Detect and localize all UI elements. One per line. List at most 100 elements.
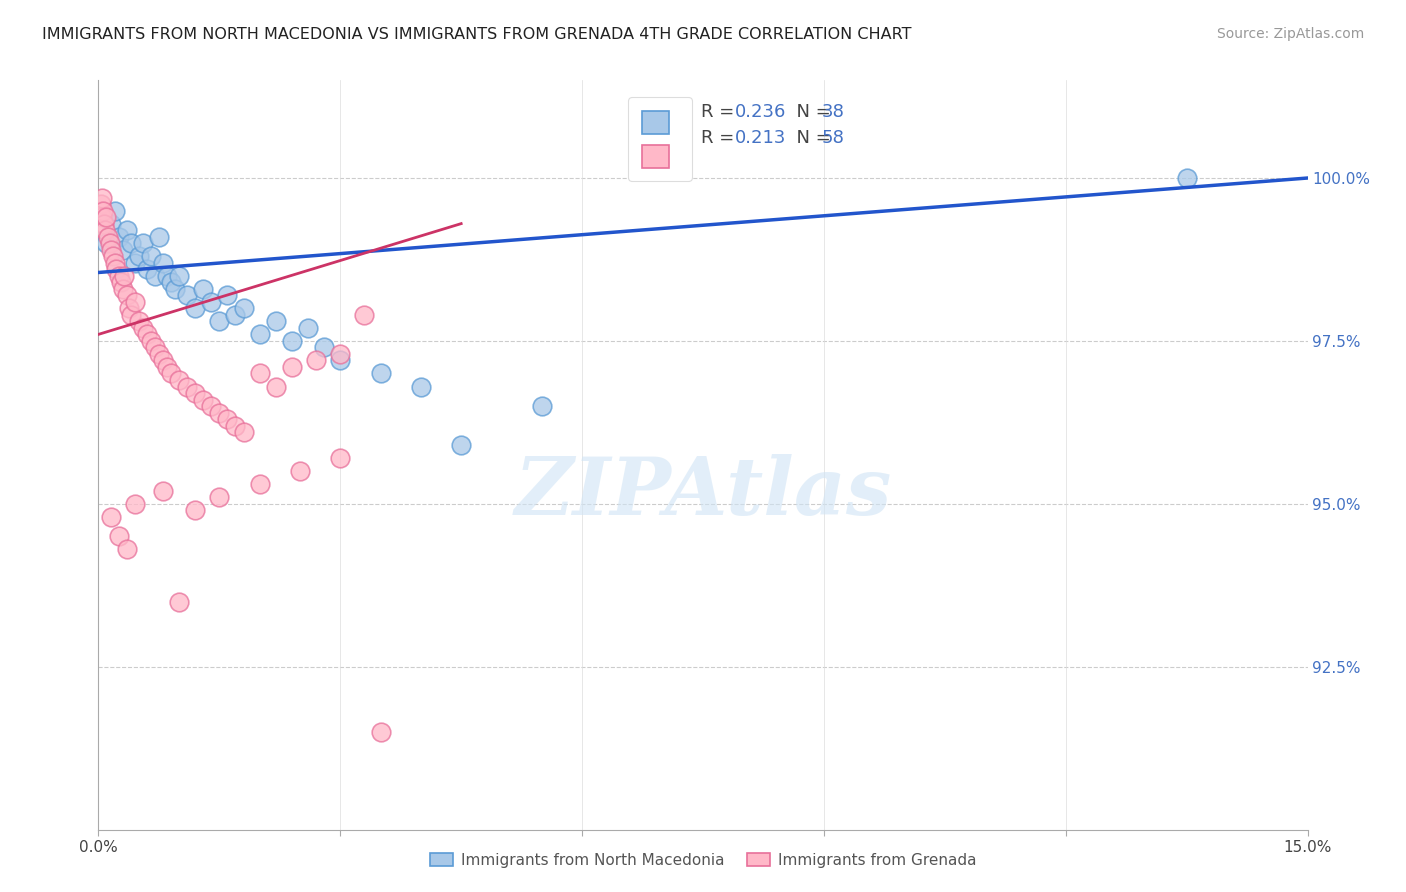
Text: ZIPAtlas: ZIPAtlas	[515, 454, 891, 531]
Text: 38: 38	[821, 103, 845, 120]
Point	[167, 268, 190, 283]
Point	[156, 359, 179, 374]
Point	[143, 268, 166, 283]
Point	[94, 223, 117, 237]
Point	[249, 477, 271, 491]
Point	[156, 268, 179, 283]
Point	[111, 243, 134, 257]
Point	[163, 282, 186, 296]
Point	[200, 399, 222, 413]
Point	[329, 347, 352, 361]
Point	[139, 334, 162, 348]
Point	[91, 203, 114, 218]
Point	[184, 503, 207, 517]
Text: IMMIGRANTS FROM NORTH MACEDONIA VS IMMIGRANTS FROM GRENADA 4TH GRADE CORRELATION: IMMIGRANTS FROM NORTH MACEDONIA VS IMMIG…	[42, 27, 911, 42]
Point	[184, 386, 207, 401]
Point	[208, 406, 231, 420]
Point	[167, 373, 190, 387]
Point	[281, 334, 304, 348]
Point	[91, 210, 114, 224]
Point	[224, 418, 246, 433]
Point	[97, 229, 120, 244]
Point	[353, 308, 375, 322]
Point	[111, 282, 134, 296]
Text: R =: R =	[700, 129, 740, 147]
Point	[98, 236, 121, 251]
Point	[135, 262, 157, 277]
Point	[249, 367, 271, 381]
Point	[208, 490, 231, 504]
Point	[160, 367, 183, 381]
Point	[107, 229, 129, 244]
Point	[90, 190, 112, 204]
Point	[305, 353, 328, 368]
Point	[1175, 171, 1198, 186]
Text: R =: R =	[700, 103, 740, 120]
Point	[370, 367, 392, 381]
Point	[103, 256, 125, 270]
Point	[232, 301, 254, 316]
Point	[450, 438, 472, 452]
Point	[100, 509, 122, 524]
Point	[184, 301, 207, 316]
Point	[224, 308, 246, 322]
Point	[105, 262, 128, 277]
Point	[90, 197, 112, 211]
Point	[107, 268, 129, 283]
Text: 58: 58	[821, 129, 845, 147]
Point	[329, 353, 352, 368]
Text: N =: N =	[785, 103, 837, 120]
Point	[128, 249, 150, 263]
Point	[100, 243, 122, 257]
Point	[208, 314, 231, 328]
Point	[110, 275, 132, 289]
Point	[370, 724, 392, 739]
Point	[132, 321, 155, 335]
Point	[193, 392, 215, 407]
Text: Source: ZipAtlas.com: Source: ZipAtlas.com	[1216, 27, 1364, 41]
Legend: Immigrants from North Macedonia, Immigrants from Grenada: Immigrants from North Macedonia, Immigra…	[422, 845, 984, 875]
Point	[530, 399, 553, 413]
Point	[139, 249, 162, 263]
Point	[115, 288, 138, 302]
Point	[167, 594, 190, 608]
Point	[124, 294, 146, 309]
Point	[409, 379, 432, 393]
Point	[288, 464, 311, 478]
Point	[93, 217, 115, 231]
Point	[107, 529, 129, 543]
Point	[124, 497, 146, 511]
Point	[115, 223, 138, 237]
Point	[115, 542, 138, 557]
Point	[128, 314, 150, 328]
Point	[264, 379, 287, 393]
Point	[100, 217, 122, 231]
Point	[217, 288, 239, 302]
Point	[217, 412, 239, 426]
Point	[135, 327, 157, 342]
Point	[281, 359, 304, 374]
Point	[120, 308, 142, 322]
Text: 0.236: 0.236	[734, 103, 786, 120]
Point	[89, 203, 111, 218]
Point	[96, 236, 118, 251]
Point	[120, 236, 142, 251]
Point	[143, 340, 166, 354]
Point	[232, 425, 254, 439]
Point	[297, 321, 319, 335]
Point	[176, 288, 198, 302]
Point	[160, 275, 183, 289]
Point	[124, 256, 146, 270]
Point	[112, 268, 135, 283]
Legend: , : ,	[628, 97, 692, 181]
Point	[96, 210, 118, 224]
Point	[118, 301, 141, 316]
Point	[152, 353, 174, 368]
Point	[101, 249, 124, 263]
Point	[132, 236, 155, 251]
Point	[200, 294, 222, 309]
Point	[152, 256, 174, 270]
Point	[249, 327, 271, 342]
Point	[176, 379, 198, 393]
Point	[329, 451, 352, 466]
